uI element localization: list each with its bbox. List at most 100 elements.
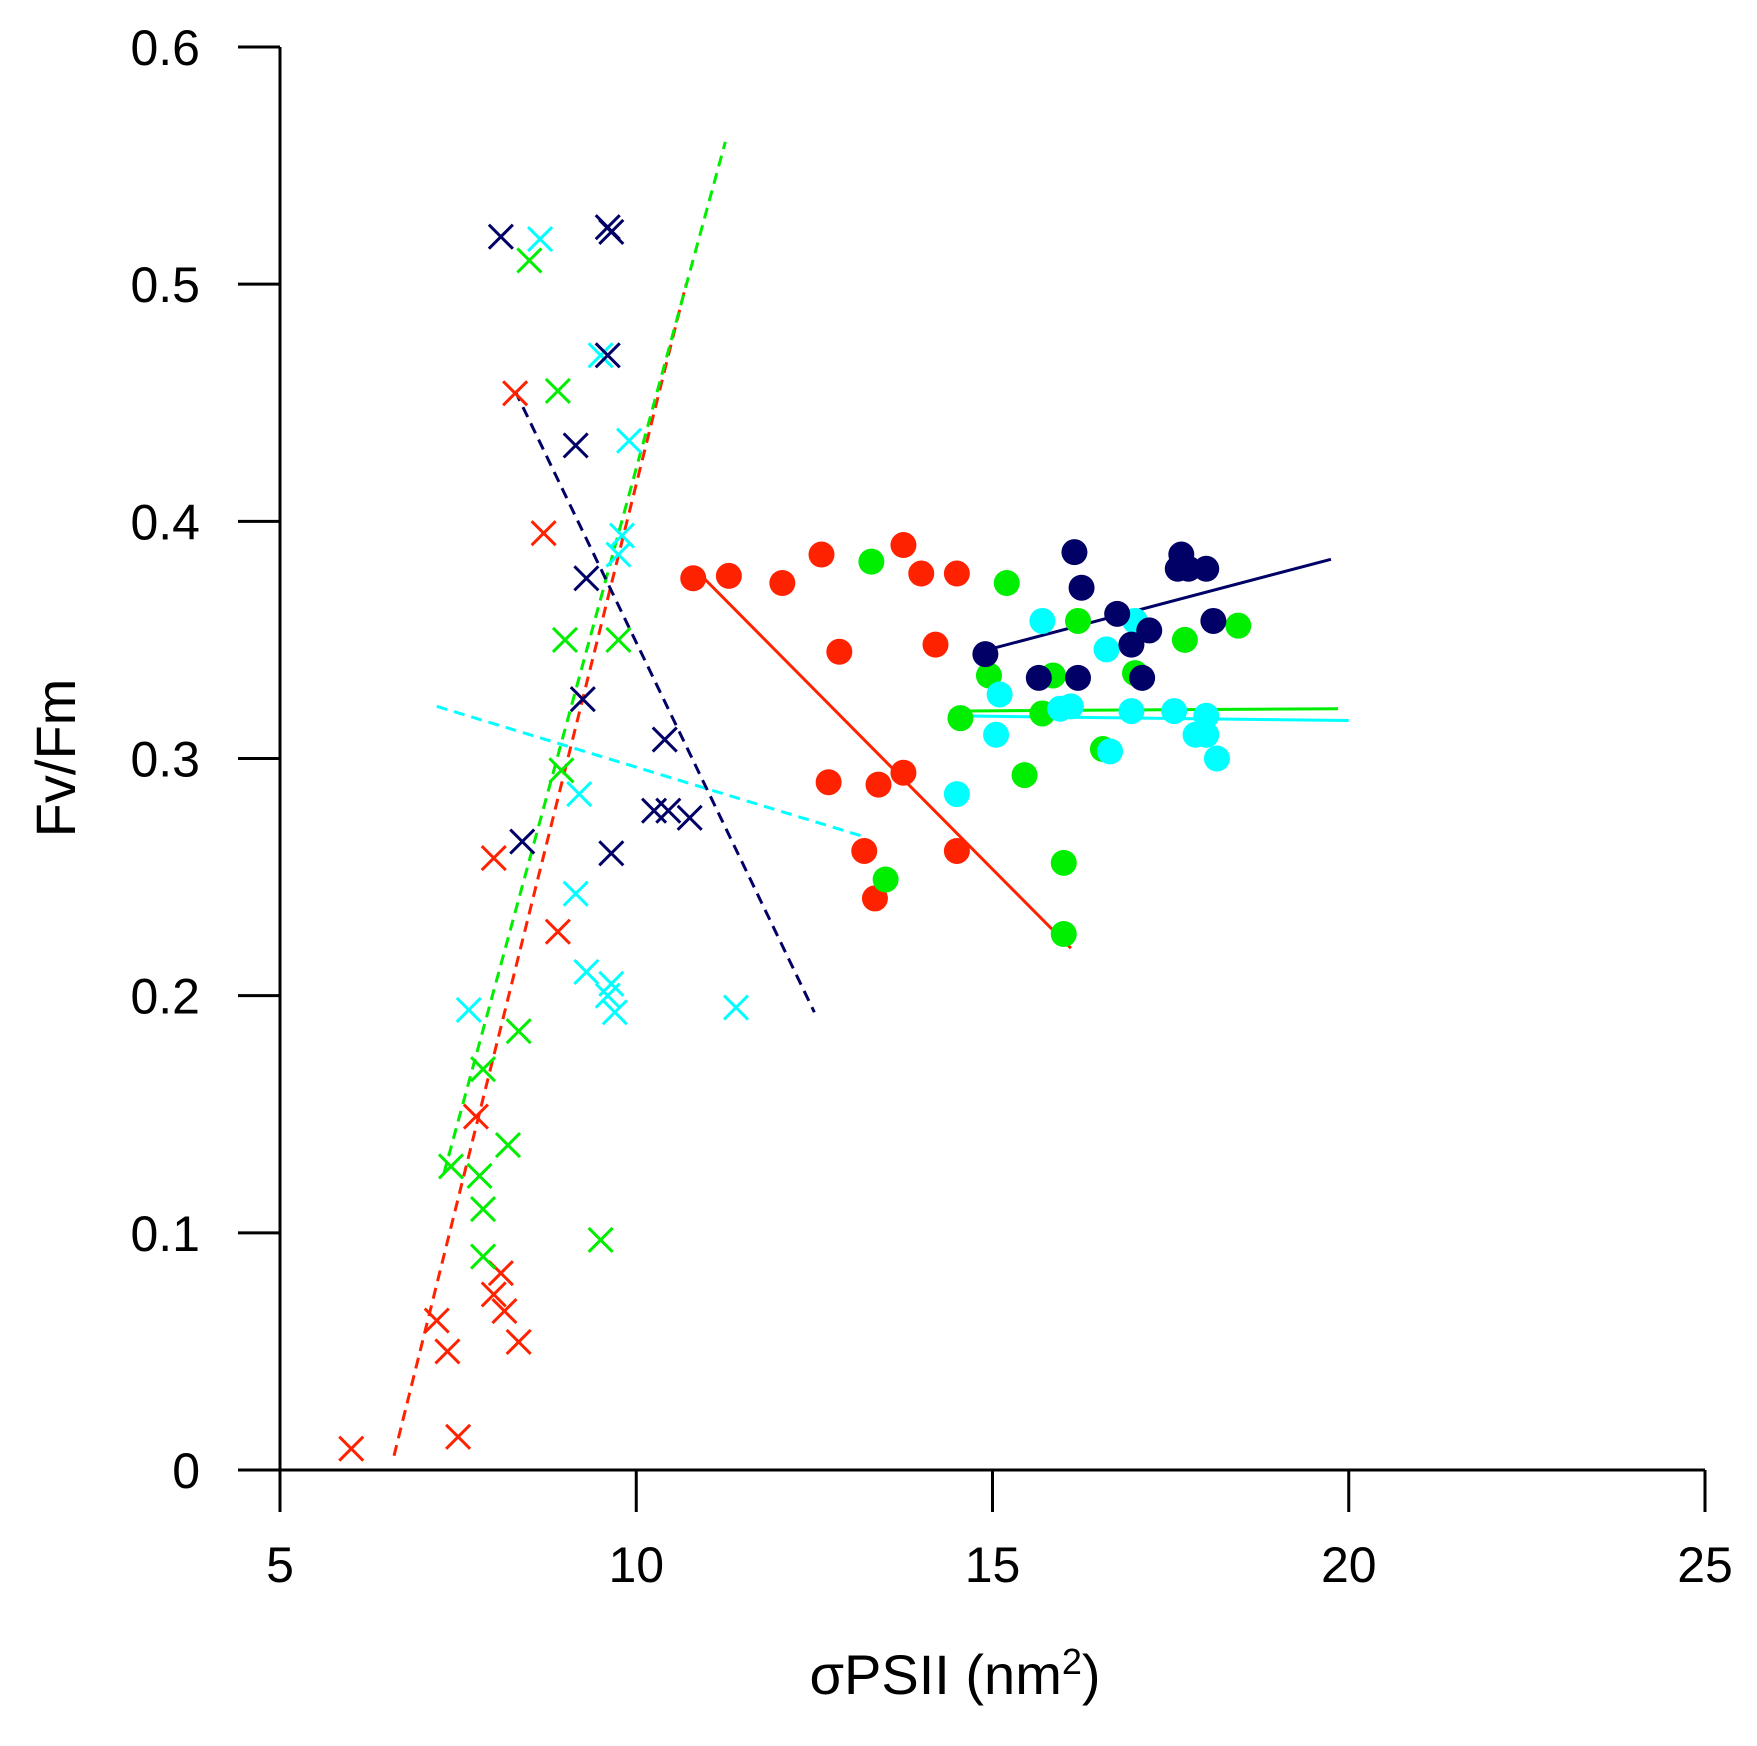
- y-tick-label: 0.2: [130, 969, 200, 1025]
- cyan-dot-point: [1093, 636, 1120, 663]
- navy-dot-point: [1104, 600, 1131, 627]
- cyan-dot-point: [1057, 693, 1084, 720]
- cyan-cross-point: [573, 958, 600, 986]
- red-cross-point: [480, 1281, 507, 1308]
- red-dot-point: [815, 769, 842, 796]
- red-dot-point: [943, 560, 970, 587]
- axis-ticks: 5 10 15 20 25 0 0.1 0.2 0.3 0.4 0.5 0.6: [130, 20, 1732, 1593]
- x-tick-label: 25: [1677, 1537, 1733, 1593]
- red-cross-point: [462, 1103, 489, 1130]
- navy-cross-point: [509, 828, 536, 855]
- cyan-cross-series: [455, 226, 750, 1026]
- green-cross-point: [605, 626, 632, 653]
- green-dot-point: [1050, 849, 1077, 876]
- cyan-cross-point: [527, 226, 554, 253]
- green-cross-series: [437, 247, 632, 1270]
- navy-cross-point: [573, 565, 600, 592]
- navy-cross-point: [562, 432, 589, 459]
- red-dot-series: [680, 532, 970, 912]
- navy-cross-point: [487, 223, 514, 250]
- cyan-cross-fit-line: [436, 704, 865, 839]
- x-tick-label: 10: [608, 1537, 664, 1593]
- navy-dot-point: [1175, 555, 1202, 582]
- green-dot-point: [1011, 762, 1038, 789]
- axes: [278, 47, 1705, 1472]
- cyan-cross-point: [722, 994, 750, 1021]
- cyan-cross-point: [601, 999, 628, 1026]
- x-tick-label: 15: [965, 1537, 1021, 1593]
- red-dot-point: [851, 837, 878, 864]
- cyan-dot-point: [1161, 698, 1188, 725]
- navy-cross-point: [598, 840, 625, 867]
- fit-lines: [392, 141, 1349, 1457]
- navy-cross-point: [598, 218, 625, 246]
- green-dot-series: [858, 548, 1252, 948]
- navy-dot-point: [1068, 574, 1095, 601]
- cyan-cross-point: [562, 880, 589, 907]
- y-tick-label: 0: [172, 1443, 200, 1499]
- y-tick-label: 0.1: [130, 1206, 200, 1262]
- red-dot-point: [922, 631, 949, 658]
- navy-dot-point: [1200, 607, 1227, 634]
- cyan-dot-series: [943, 607, 1230, 808]
- red-dot-point: [865, 771, 892, 798]
- x-tick-label: 20: [1321, 1537, 1377, 1593]
- red-dot-point: [769, 569, 796, 596]
- red-cross-point: [480, 845, 507, 872]
- navy-cross-point: [676, 804, 703, 831]
- y-tick-label: 0.4: [130, 494, 200, 550]
- red-cross-series: [338, 380, 571, 1462]
- green-dot-point: [872, 866, 899, 893]
- cyan-dot-point: [983, 721, 1010, 748]
- red-dot-point: [715, 562, 742, 589]
- x-axis-title-main: σPSII (nm: [809, 1643, 1061, 1706]
- cyan-cross-point: [605, 541, 632, 568]
- green-cross-point: [505, 1018, 532, 1045]
- cyan-cross-point: [587, 342, 614, 369]
- cyan-dot-point: [1118, 698, 1145, 725]
- navy-dot-fit-line: [988, 557, 1332, 651]
- y-axis-title: Fv/Fm: [24, 679, 87, 838]
- cyan-dot-point: [1203, 745, 1230, 772]
- navy-cross-point: [651, 726, 678, 753]
- red-dot-point: [890, 759, 917, 786]
- x-axis-title: σPSII (nm2): [809, 1641, 1100, 1706]
- red-dot-point: [890, 532, 917, 559]
- green-cross-point: [466, 1162, 493, 1189]
- data-points: [338, 214, 1252, 1462]
- green-dot-point: [993, 569, 1020, 596]
- navy-cross-point: [569, 686, 596, 713]
- green-cross-fit-line: [442, 141, 727, 1174]
- red-cross-point: [530, 520, 557, 547]
- red-cross-point: [502, 380, 529, 407]
- navy-dot-point: [1129, 664, 1156, 691]
- red-cross-point: [544, 918, 571, 945]
- green-dot-point: [1225, 612, 1252, 639]
- x-tick-label: 5: [266, 1537, 294, 1593]
- cyan-cross-point: [566, 781, 593, 808]
- red-cross-point: [338, 1435, 365, 1462]
- cyan-cross-point: [594, 982, 621, 1009]
- y-tick-label: 0.5: [130, 257, 200, 313]
- red-cross-point: [505, 1328, 532, 1355]
- x-axis-title-suffix: ): [1082, 1643, 1101, 1706]
- red-cross-point: [423, 1307, 450, 1334]
- navy-dot-point: [1065, 664, 1091, 691]
- cyan-cross-point: [455, 996, 482, 1023]
- navy-dot-point: [1193, 555, 1220, 582]
- red-dot-point: [943, 837, 970, 864]
- red-dot-point: [908, 560, 935, 587]
- cyan-dot-point: [1193, 702, 1220, 729]
- navy-dot-series: [972, 539, 1227, 691]
- green-cross-point: [544, 377, 571, 404]
- red-dot-point: [861, 885, 888, 912]
- y-tick-label: 0.3: [130, 732, 200, 788]
- green-dot-point: [1065, 607, 1091, 634]
- cyan-dot-point: [986, 681, 1013, 708]
- navy-dot-point: [1136, 617, 1163, 644]
- cyan-cross-point: [616, 427, 643, 454]
- green-dot-point: [858, 548, 885, 575]
- green-dot-point: [1050, 921, 1077, 948]
- cyan-dot-fit-line: [949, 714, 1349, 723]
